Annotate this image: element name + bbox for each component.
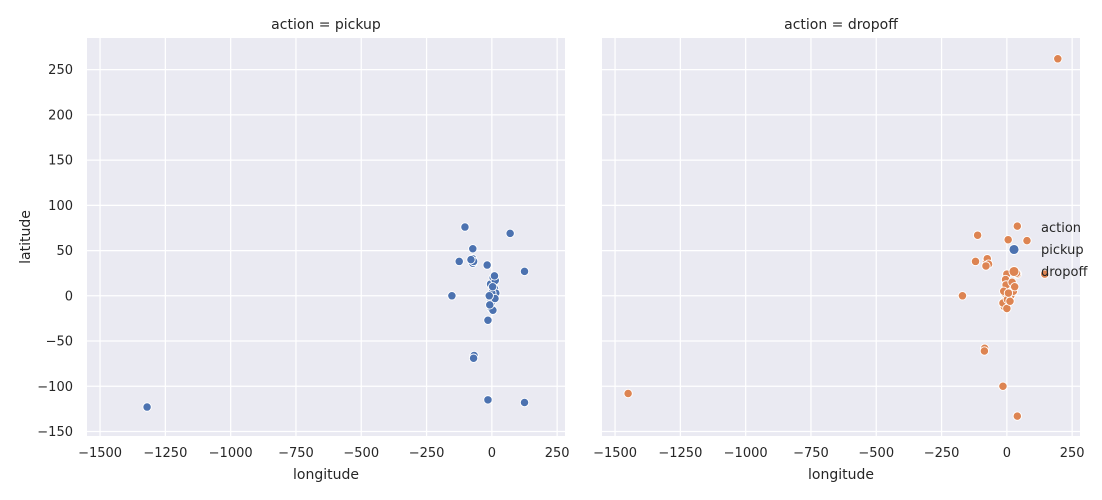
- legend-label-pickup: pickup: [1041, 243, 1084, 258]
- x-tick-label: 250: [545, 446, 570, 461]
- data-point: [483, 315, 493, 325]
- x-tick-label: 0: [1003, 446, 1011, 461]
- y-tick-label: 250: [48, 63, 73, 78]
- x-tick-label: −500: [343, 446, 379, 461]
- x-tick-label: −1500: [78, 446, 122, 461]
- y-tick-label: −50: [46, 335, 73, 350]
- x-tick-label: −1500: [593, 446, 637, 461]
- data-point: [623, 388, 633, 399]
- facet-title: action = dropoff: [784, 17, 898, 33]
- y-tick-label: −150: [37, 425, 73, 440]
- x-tick-label: −750: [793, 446, 829, 461]
- legend-label-dropoff: dropoff: [1041, 265, 1088, 280]
- legend-title: action: [1041, 221, 1081, 236]
- legend-marker-dropoff: [1008, 266, 1020, 277]
- data-point: [468, 353, 479, 363]
- legend: action pickup dropoff: [1008, 221, 1088, 280]
- data-point: [1040, 269, 1050, 279]
- y-tick-label: −100: [37, 380, 73, 395]
- data-point: [1012, 221, 1022, 231]
- data-point: [468, 244, 478, 254]
- data-point: [1003, 235, 1013, 245]
- data-point: [482, 260, 492, 270]
- legend-marker-pickup: [1008, 244, 1020, 255]
- y-tick-label: 50: [56, 244, 73, 259]
- data-point: [505, 228, 515, 239]
- plot-background: [602, 38, 1080, 436]
- x-tick-label: −1000: [209, 446, 253, 461]
- x-tick-label: 250: [1060, 446, 1085, 461]
- x-tick-label: −250: [409, 446, 445, 461]
- data-point: [957, 291, 968, 301]
- data-point: [484, 291, 494, 301]
- data-point: [1003, 288, 1014, 298]
- x-tick-label: −1250: [143, 446, 187, 461]
- data-point: [981, 261, 991, 271]
- facet-panel-pickup: −1500 −1250 −1000 −750 −500 −250 0 250−150−100−…: [37, 17, 569, 483]
- data-point: [1010, 282, 1020, 292]
- y-axis-title: latitude: [18, 210, 34, 264]
- y-tick-label: 0: [65, 289, 73, 304]
- data-point: [142, 402, 152, 412]
- x-axis-title: longitude: [293, 467, 359, 483]
- x-tick-label: 0: [488, 446, 496, 461]
- facet-panel-dropoff: −1500 −1250 −1000 −750 −500 −250 0 250 action = …: [593, 17, 1085, 483]
- data-point: [454, 256, 464, 267]
- data-point: [466, 254, 476, 265]
- x-tick-label: −500: [858, 446, 894, 461]
- y-tick-label: 150: [48, 154, 73, 169]
- data-point: [979, 346, 990, 356]
- data-point: [489, 271, 500, 281]
- data-point: [460, 222, 470, 232]
- facet-title: action = pickup: [271, 17, 381, 33]
- y-tick-label: 200: [48, 108, 73, 123]
- data-point: [485, 300, 495, 310]
- data-point: [1012, 411, 1022, 421]
- x-tick-label: −1250: [658, 446, 702, 461]
- x-tick-label: −1000: [724, 446, 768, 461]
- data-point: [970, 256, 981, 267]
- data-point: [487, 282, 498, 292]
- data-point: [998, 381, 1008, 391]
- x-tick-label: −750: [278, 446, 314, 461]
- x-tick-label: −250: [924, 446, 960, 461]
- data-point: [1053, 54, 1063, 64]
- data-point: [1022, 235, 1032, 246]
- data-point: [972, 230, 983, 240]
- data-point: [519, 397, 530, 408]
- data-point: [483, 395, 493, 405]
- plot-background: [87, 38, 565, 436]
- data-point: [519, 266, 530, 277]
- data-point: [1005, 296, 1015, 306]
- data-point: [447, 291, 457, 301]
- y-tick-label: 100: [48, 199, 73, 214]
- x-axis-title: longitude: [808, 467, 874, 483]
